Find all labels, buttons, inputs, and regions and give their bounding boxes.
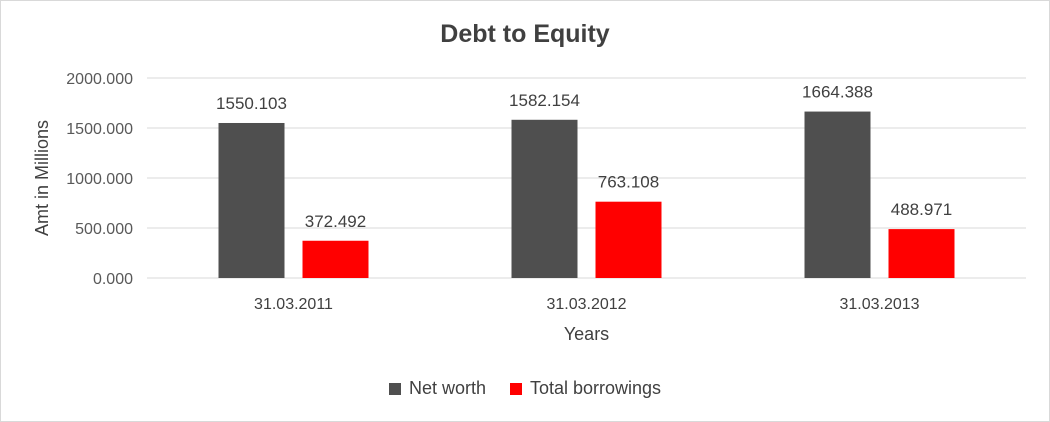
y-tick-label: 0.000 (93, 271, 133, 288)
legend-swatch-total-borrowings (509, 382, 522, 395)
y-tick-label: 1500.000 (66, 121, 133, 138)
data-label: 488.971 (891, 200, 952, 219)
y-tick-label: 1000.000 (66, 171, 133, 188)
bar-total-borrowings (302, 240, 369, 278)
legend-item-total-borrowings: Total borrowings (509, 378, 662, 399)
legend-label-net-worth: Net worth (408, 378, 486, 398)
data-label: 1664.388 (802, 83, 873, 102)
data-label: 1550.103 (216, 94, 287, 113)
data-label: 763.108 (598, 173, 659, 192)
legend: Net worth Total borrowings (0, 378, 1050, 399)
bar-total-borrowings (595, 201, 662, 278)
chart-title: Debt to Equity (440, 20, 610, 48)
legend-swatch-net-worth (388, 382, 401, 395)
x-tick-label: 31.03.2012 (546, 296, 626, 313)
legend-label-total-borrowings: Total borrowings (529, 378, 662, 398)
x-tick-label: 31.03.2011 (254, 296, 333, 313)
y-tick-label: 500.000 (75, 221, 133, 238)
bar-net-worth (511, 119, 578, 278)
x-tick-label: 31.03.2013 (839, 296, 919, 313)
y-axis-title: Amt in Millions (32, 120, 52, 236)
y-tick-label: 2000.000 (66, 71, 133, 88)
bar-total-borrowings (888, 229, 955, 278)
x-axis-title: Years (564, 324, 609, 344)
legend-item-net-worth: Net worth (388, 378, 486, 399)
data-label: 1582.154 (509, 91, 580, 110)
data-label: 372.492 (305, 212, 366, 231)
bar-net-worth (218, 122, 285, 278)
bar-net-worth (804, 111, 871, 278)
